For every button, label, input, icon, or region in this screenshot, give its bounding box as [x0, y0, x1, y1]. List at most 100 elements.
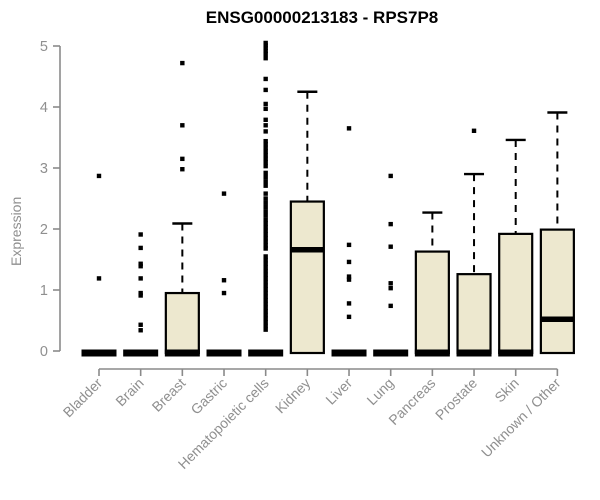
- outlier-point: [346, 301, 352, 306]
- x-tick-label-bladder: Bladder: [60, 375, 106, 421]
- outlier-point: [263, 43, 268, 48]
- x-tick-label-kidney: Kidney: [272, 375, 314, 417]
- outlier-point: [263, 316, 268, 321]
- outlier-point: [263, 254, 268, 259]
- median-line: [164, 349, 200, 357]
- outlier-point: [263, 217, 268, 223]
- outlier-point: [96, 173, 102, 179]
- outlier-point: [346, 126, 352, 131]
- outlier-point: [263, 76, 268, 82]
- box-group-lung: [373, 173, 409, 357]
- outlier-point: [180, 60, 185, 66]
- y-tick-label: 4: [40, 100, 48, 116]
- outlier-point: [263, 129, 268, 134]
- outlier-point: [346, 314, 352, 320]
- outlier-point: [138, 245, 143, 251]
- outlier-point: [263, 265, 268, 270]
- outlier-point: [263, 290, 268, 296]
- outlier-point: [263, 101, 268, 107]
- x-tick-label-liver: Liver: [322, 375, 355, 408]
- outlier-point: [263, 224, 268, 230]
- outlier-point: [263, 272, 268, 277]
- box-group-bladder: [81, 173, 117, 357]
- collapsed-box-bar: [206, 349, 242, 357]
- outlier-point: [263, 257, 268, 263]
- outlier-point: [263, 160, 268, 165]
- x-tick-label-lung: Lung: [363, 375, 396, 408]
- outlier-point: [263, 301, 268, 307]
- outlier-point: [180, 167, 185, 172]
- collapsed-box-bar: [81, 349, 117, 357]
- outlier-point: [263, 51, 268, 57]
- outlier-point: [138, 322, 143, 327]
- outlier-point: [138, 328, 143, 333]
- y-tick-label: 0: [40, 344, 48, 360]
- box-group-liver: [331, 126, 367, 357]
- median-line: [456, 349, 492, 357]
- outlier-point: [263, 123, 268, 128]
- box-body: [456, 273, 492, 355]
- outlier-point: [263, 117, 268, 123]
- outlier-point: [263, 232, 268, 237]
- outlier-point: [221, 191, 227, 196]
- outlier-point: [263, 87, 268, 93]
- outlier-point: [263, 268, 268, 274]
- outlier-point: [138, 264, 143, 269]
- outlier-point: [263, 261, 268, 266]
- chart-title: ENSG00000213183 - RPS7P8: [205, 8, 439, 27]
- outlier-point: [263, 323, 268, 329]
- box-body: [289, 200, 325, 355]
- y-axis: 0 1 2 3 4 5: [40, 39, 61, 360]
- outlier-point: [388, 285, 393, 291]
- y-tick-label: 2: [40, 222, 48, 238]
- box-body: [498, 232, 534, 355]
- outlier-point: [221, 278, 227, 283]
- outlier-point: [138, 276, 143, 281]
- outlier-point: [263, 279, 268, 285]
- outlier-point: [263, 213, 268, 218]
- box-group-skin: [498, 138, 534, 357]
- box-group-hematopoietic-cells: [248, 40, 284, 357]
- box-group-brain: [123, 232, 159, 357]
- outlier-point: [263, 48, 268, 54]
- outlier-point: [263, 106, 268, 112]
- outlier-point: [471, 128, 477, 133]
- outlier-point: [388, 244, 393, 249]
- outlier-point: [221, 290, 227, 296]
- outlier-point: [263, 142, 268, 147]
- median-line: [414, 349, 450, 357]
- box-group-prostate: [456, 128, 492, 357]
- outlier-point: [346, 259, 352, 265]
- outlier-point: [263, 294, 268, 299]
- collapsed-box-bar: [123, 349, 159, 357]
- outlier-point: [263, 312, 268, 318]
- box-group-unknown-other: [539, 111, 575, 355]
- outlier-point: [263, 200, 268, 205]
- outlier-point: [138, 261, 143, 266]
- outlier-point: [263, 221, 268, 226]
- outlier-point: [263, 145, 268, 151]
- outlier-point: [263, 239, 268, 245]
- collapsed-box-bar: [331, 349, 367, 357]
- y-tick-label: 3: [40, 161, 48, 177]
- outlier-point: [263, 287, 268, 292]
- outlier-point: [263, 204, 268, 210]
- box-group-kidney: [289, 90, 325, 355]
- outlier-point: [180, 123, 185, 128]
- x-tick-label-unknown-other: Unknown / Other: [478, 375, 564, 461]
- x-tick-label-skin: Skin: [491, 375, 522, 406]
- median-line: [498, 349, 534, 357]
- outlier-point: [346, 277, 352, 282]
- outlier-point: [263, 170, 268, 176]
- outlier-point: [263, 56, 268, 61]
- outlier-point: [263, 309, 268, 314]
- outlier-point: [263, 298, 268, 303]
- outlier-point: [263, 283, 268, 288]
- outlier-point: [263, 149, 268, 154]
- outlier-point: [263, 305, 268, 310]
- outlier-point: [263, 196, 268, 201]
- y-tick-label: 1: [40, 283, 48, 299]
- box-group-pancreas: [414, 211, 450, 357]
